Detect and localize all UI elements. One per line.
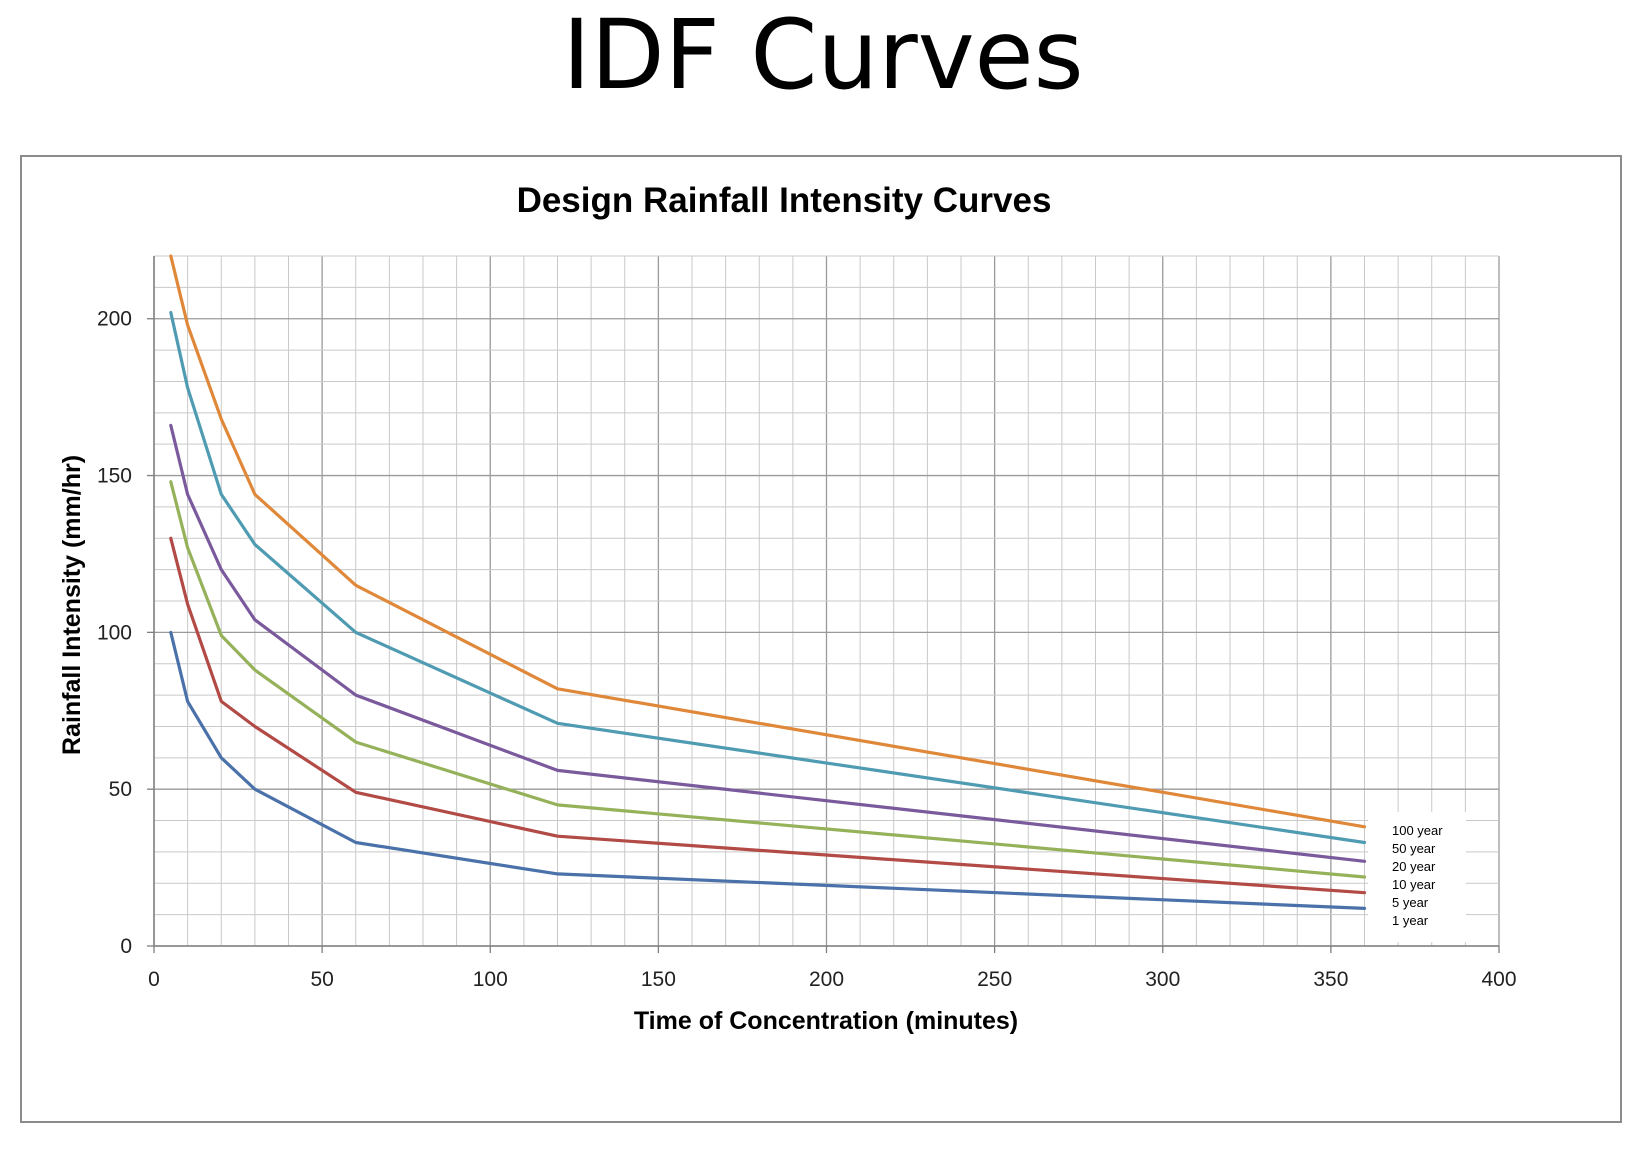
legend-item-label: 1 year: [1392, 913, 1429, 928]
chart-frame: 0 50 100 150 200 250 300 350 400 0 50 100 150 200 100…: [20, 155, 1622, 1123]
x-tick-label: 200: [809, 968, 844, 991]
y-axis-title: Rainfall Intensity (mm/hr): [58, 455, 86, 755]
chart-title: Design Rainfall Intensity Curves: [517, 181, 1052, 220]
rainfall-intensity-chart: 0 50 100 150 200 250 300 350 400 0 50 100 150 200 100…: [58, 181, 1517, 1035]
series-line-1-year: [169, 630, 1367, 911]
legend-item-label: 10 year: [1392, 877, 1436, 892]
x-tick-label: 50: [310, 968, 333, 991]
legend-item-label: 100 year: [1392, 823, 1443, 838]
series-line-5-year: [169, 536, 1367, 895]
axes: 0 50 100 150 200 250 300 350 400 0 50 100 150 200: [97, 256, 1517, 991]
x-tick-label: 250: [977, 968, 1012, 991]
x-tick-label: 100: [473, 968, 508, 991]
y-tick-label: 100: [97, 621, 132, 644]
legend-item-label: 50 year: [1392, 841, 1436, 856]
x-tick-label: 0: [148, 968, 160, 991]
x-tick-label: 400: [1481, 968, 1516, 991]
series-line-50-year: [169, 310, 1367, 845]
legend-item-label: 20 year: [1392, 859, 1436, 874]
legend-item-label: 5 year: [1392, 895, 1429, 910]
y-tick-label: 0: [120, 935, 132, 958]
x-tick-label: 150: [641, 968, 676, 991]
series-lines: [169, 254, 1367, 911]
slide-title: IDF Curves: [562, 0, 1084, 111]
y-tick-label: 150: [97, 465, 132, 488]
x-tick-label: 300: [1145, 968, 1180, 991]
x-axis-title: Time of Concentration (minutes): [634, 1007, 1018, 1035]
series-line-100-year: [169, 254, 1367, 829]
y-tick-label: 50: [109, 778, 132, 801]
legend-box: [1368, 812, 1466, 942]
series-line-10-year: [169, 480, 1367, 879]
x-tick-label: 350: [1313, 968, 1348, 991]
series-line-20-year: [169, 423, 1367, 863]
legend: 100 year 50 year 20 year 10 year 5 year 1 yea…: [1368, 812, 1466, 942]
y-tick-label: 200: [97, 308, 132, 331]
